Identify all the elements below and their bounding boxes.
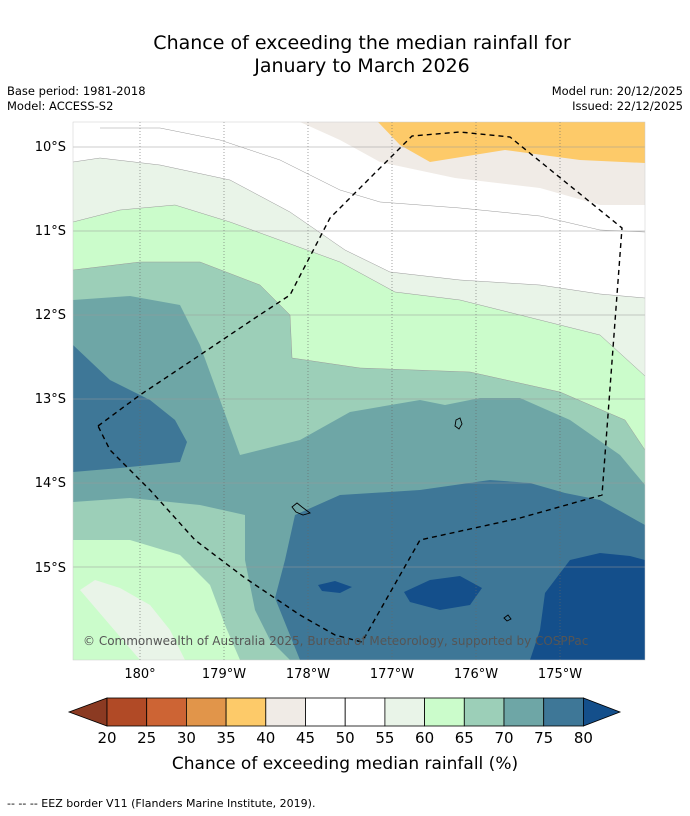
colorbar-bin xyxy=(185,697,227,727)
colorbar-tick-label: 80 xyxy=(573,729,593,747)
colorbar-tick-label: 50 xyxy=(335,729,355,747)
eez-border xyxy=(97,131,623,643)
colorbar-bin xyxy=(106,697,148,727)
eez-footnote: -- -- -- EEZ border V11 (Flanders Marine… xyxy=(7,797,316,810)
map-frame xyxy=(72,121,646,661)
meta-left: Base period: 1981-2018 Model: ACCESS-S2 xyxy=(7,84,146,114)
field-55-60-sw xyxy=(80,580,185,660)
colorbar-bin xyxy=(424,697,465,727)
lat-label: 10°S xyxy=(35,140,66,155)
islands xyxy=(291,417,512,622)
lon-label: 175°W xyxy=(538,667,582,682)
lon-labels: 180° 179°W 178°W 177°W 176°W 175°W xyxy=(124,667,582,682)
colorbar-arrow-high xyxy=(583,697,622,727)
colorbar-bin xyxy=(463,697,505,727)
field-35-40 xyxy=(378,122,645,163)
colorbar-tick-label: 25 xyxy=(137,729,157,747)
lat-label: 11°S xyxy=(35,224,66,239)
colorbar-tick-label: 35 xyxy=(216,729,236,747)
colorbar-tick-label: 70 xyxy=(494,729,514,747)
lat-label: 13°S xyxy=(35,392,66,407)
colorbar-bin xyxy=(146,697,187,727)
lon-label: 179°W xyxy=(202,667,246,682)
colorbar-bin xyxy=(225,697,267,727)
contour-line-4 xyxy=(100,127,645,233)
colorbar-tick-label: 75 xyxy=(534,729,554,747)
issued-date: Issued: 22/12/2025 xyxy=(572,99,683,113)
meta-right: Model run: 20/12/2025 Issued: 22/12/2025 xyxy=(552,84,683,114)
colorbar-bin xyxy=(265,697,306,727)
field-above-80-center xyxy=(404,576,482,610)
lon-label: 177°W xyxy=(370,667,414,682)
island-wallis xyxy=(454,417,463,430)
colorbar-bin xyxy=(384,697,425,727)
title-line-1: Chance of exceeding the median rainfall … xyxy=(153,32,571,54)
island-futuna xyxy=(291,502,311,516)
lon-label: 176°W xyxy=(454,667,498,682)
contour-fields xyxy=(73,122,645,660)
contour-line-3 xyxy=(73,261,645,451)
lat-label: 14°S xyxy=(35,476,66,491)
lon-label: 180° xyxy=(124,667,155,682)
colorbar-tick-label: 60 xyxy=(415,729,435,747)
base-period: Base period: 1981-2018 xyxy=(7,84,146,98)
colorbar-tick-label: 45 xyxy=(295,729,316,747)
colorbar-tick-label: 65 xyxy=(454,729,474,747)
colorbar-tick-label: 55 xyxy=(375,729,395,747)
title-line-2: January to March 2026 xyxy=(254,55,470,77)
copyright: © Commonwealth of Australia 2025, Bureau… xyxy=(83,634,588,648)
lat-label: 12°S xyxy=(35,308,66,323)
chart-title: Chance of exceeding the median rainfall … xyxy=(0,32,690,78)
graticule xyxy=(73,122,645,660)
island-small-east xyxy=(503,614,512,622)
colorbar-bin xyxy=(305,697,346,727)
colorbar-tick-label: 40 xyxy=(256,729,276,747)
colorbar-arrow-low xyxy=(67,697,108,727)
lat-label: 15°S xyxy=(35,561,66,576)
field-75-80-west xyxy=(73,345,187,472)
model-name: Model: ACCESS-S2 xyxy=(7,99,114,113)
colorbar-bin xyxy=(503,697,545,727)
colorbar-bin xyxy=(344,697,386,727)
field-above-80-east xyxy=(530,553,645,660)
lon-label: 178°W xyxy=(286,667,330,682)
contour-line-2 xyxy=(73,204,645,377)
field-above-80-small xyxy=(318,581,352,593)
colorbar xyxy=(67,697,622,727)
colorbar-title: Chance of exceeding median rainfall (%) xyxy=(171,754,519,774)
model-run: Model run: 20/12/2025 xyxy=(551,84,683,98)
colorbar-tick-label: 20 xyxy=(97,729,117,747)
colorbar-bin xyxy=(543,697,584,727)
colorbar-tick-label: 30 xyxy=(176,729,196,747)
lat-labels: 10°S 11°S 12°S 13°S 14°S 15°S xyxy=(35,140,66,576)
